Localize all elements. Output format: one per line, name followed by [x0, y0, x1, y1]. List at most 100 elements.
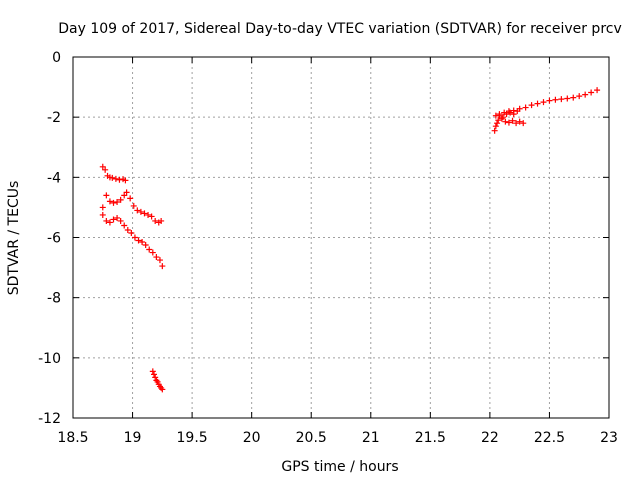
- data-point: [540, 99, 547, 106]
- data-point: [148, 213, 155, 220]
- data-point: [139, 239, 146, 246]
- data-point: [142, 242, 149, 249]
- data-point: [103, 192, 110, 199]
- series-track-f: [492, 115, 527, 130]
- data-point: [153, 254, 160, 261]
- data-point: [520, 120, 527, 127]
- data-point: [117, 217, 124, 224]
- y-axis-label: SDTVAR / TECUs: [6, 181, 22, 296]
- data-point: [152, 217, 159, 224]
- data-point: [106, 198, 113, 205]
- series-track-g: [491, 108, 521, 134]
- data-point: [122, 177, 129, 184]
- data-point: [121, 222, 128, 229]
- data-point: [576, 93, 583, 100]
- data-point: [502, 118, 509, 125]
- data-point: [159, 263, 166, 270]
- data-point: [528, 102, 535, 109]
- data-point: [570, 94, 577, 101]
- data-point: [130, 202, 137, 209]
- data-point: [534, 100, 541, 107]
- data-point: [514, 108, 521, 115]
- data-point: [146, 246, 153, 253]
- data-point: [509, 117, 516, 124]
- data-point: [150, 371, 157, 378]
- data-point: [103, 217, 110, 224]
- x-tick-label: 20: [243, 430, 261, 446]
- data-markers: [99, 87, 601, 393]
- data-point: [121, 192, 128, 199]
- data-point: [507, 109, 514, 116]
- data-point: [116, 176, 123, 183]
- axis-ticks: [72, 56, 610, 419]
- data-point: [491, 127, 498, 134]
- y-tick-label: 0: [52, 50, 61, 66]
- data-point: [152, 374, 159, 381]
- data-point: [499, 114, 506, 121]
- data-point: [141, 210, 148, 217]
- y-tick-label: -4: [47, 170, 61, 186]
- series-track-d: [149, 368, 166, 393]
- data-point: [558, 96, 565, 103]
- y-tick-label: -6: [47, 231, 61, 247]
- y-tick-label: -2: [47, 110, 61, 126]
- data-point: [159, 386, 166, 393]
- x-tick-label: 22.5: [534, 430, 565, 446]
- chart-title: Day 109 of 2017, Sidereal Day-to-day VTE…: [58, 21, 622, 37]
- data-point: [546, 97, 553, 104]
- data-point: [102, 166, 109, 173]
- y-tick-label: -12: [38, 411, 61, 427]
- x-tick-label: 20.5: [296, 430, 327, 446]
- x-tick-label: 19: [124, 430, 142, 446]
- data-point: [494, 120, 501, 127]
- data-point: [110, 199, 117, 206]
- data-point: [516, 118, 523, 125]
- data-point: [503, 111, 510, 118]
- data-point: [117, 196, 124, 203]
- x-tick-label: 21.5: [415, 430, 446, 446]
- data-point: [137, 208, 144, 215]
- data-point: [513, 120, 520, 127]
- x-axis-label: GPS time / hours: [281, 459, 398, 475]
- data-point: [582, 91, 589, 98]
- data-point: [135, 237, 142, 244]
- data-point: [149, 249, 156, 256]
- data-point: [127, 195, 134, 202]
- y-tick-label: -8: [47, 291, 61, 307]
- data-point: [99, 204, 106, 211]
- data-point: [505, 119, 512, 126]
- x-tick-label: 22: [481, 430, 499, 446]
- data-point: [128, 229, 135, 236]
- data-point: [106, 219, 113, 226]
- y-tick-label: -10: [38, 351, 61, 367]
- data-point: [110, 216, 117, 223]
- y-tick-labels: 0 -2 -4 -6 -8 -10 -12: [38, 50, 61, 427]
- x-tick-label: 23: [600, 430, 618, 446]
- data-point: [99, 211, 106, 218]
- data-point: [145, 211, 152, 218]
- data-point: [149, 368, 156, 375]
- x-tick-labels: 18.5 19 19.5 20 20.5 21 21.5 22 22.5 23: [57, 430, 618, 446]
- data-point: [495, 117, 502, 124]
- data-point: [492, 123, 499, 130]
- data-point: [156, 257, 163, 264]
- data-point: [496, 112, 503, 119]
- data-point: [134, 207, 141, 214]
- data-point: [522, 104, 529, 111]
- data-point: [124, 226, 131, 233]
- data-point: [594, 87, 601, 94]
- data-point: [123, 189, 130, 196]
- data-point: [112, 175, 119, 182]
- data-point: [552, 96, 559, 103]
- series-track-b: [99, 189, 165, 226]
- data-point: [158, 217, 165, 224]
- data-point: [510, 111, 517, 118]
- series-track-c: [99, 211, 166, 270]
- x-tick-label: 19.5: [177, 430, 208, 446]
- data-point: [114, 214, 121, 221]
- data-point: [99, 163, 106, 170]
- series-track-a: [99, 163, 129, 184]
- data-point: [109, 174, 116, 181]
- data-point: [588, 89, 595, 96]
